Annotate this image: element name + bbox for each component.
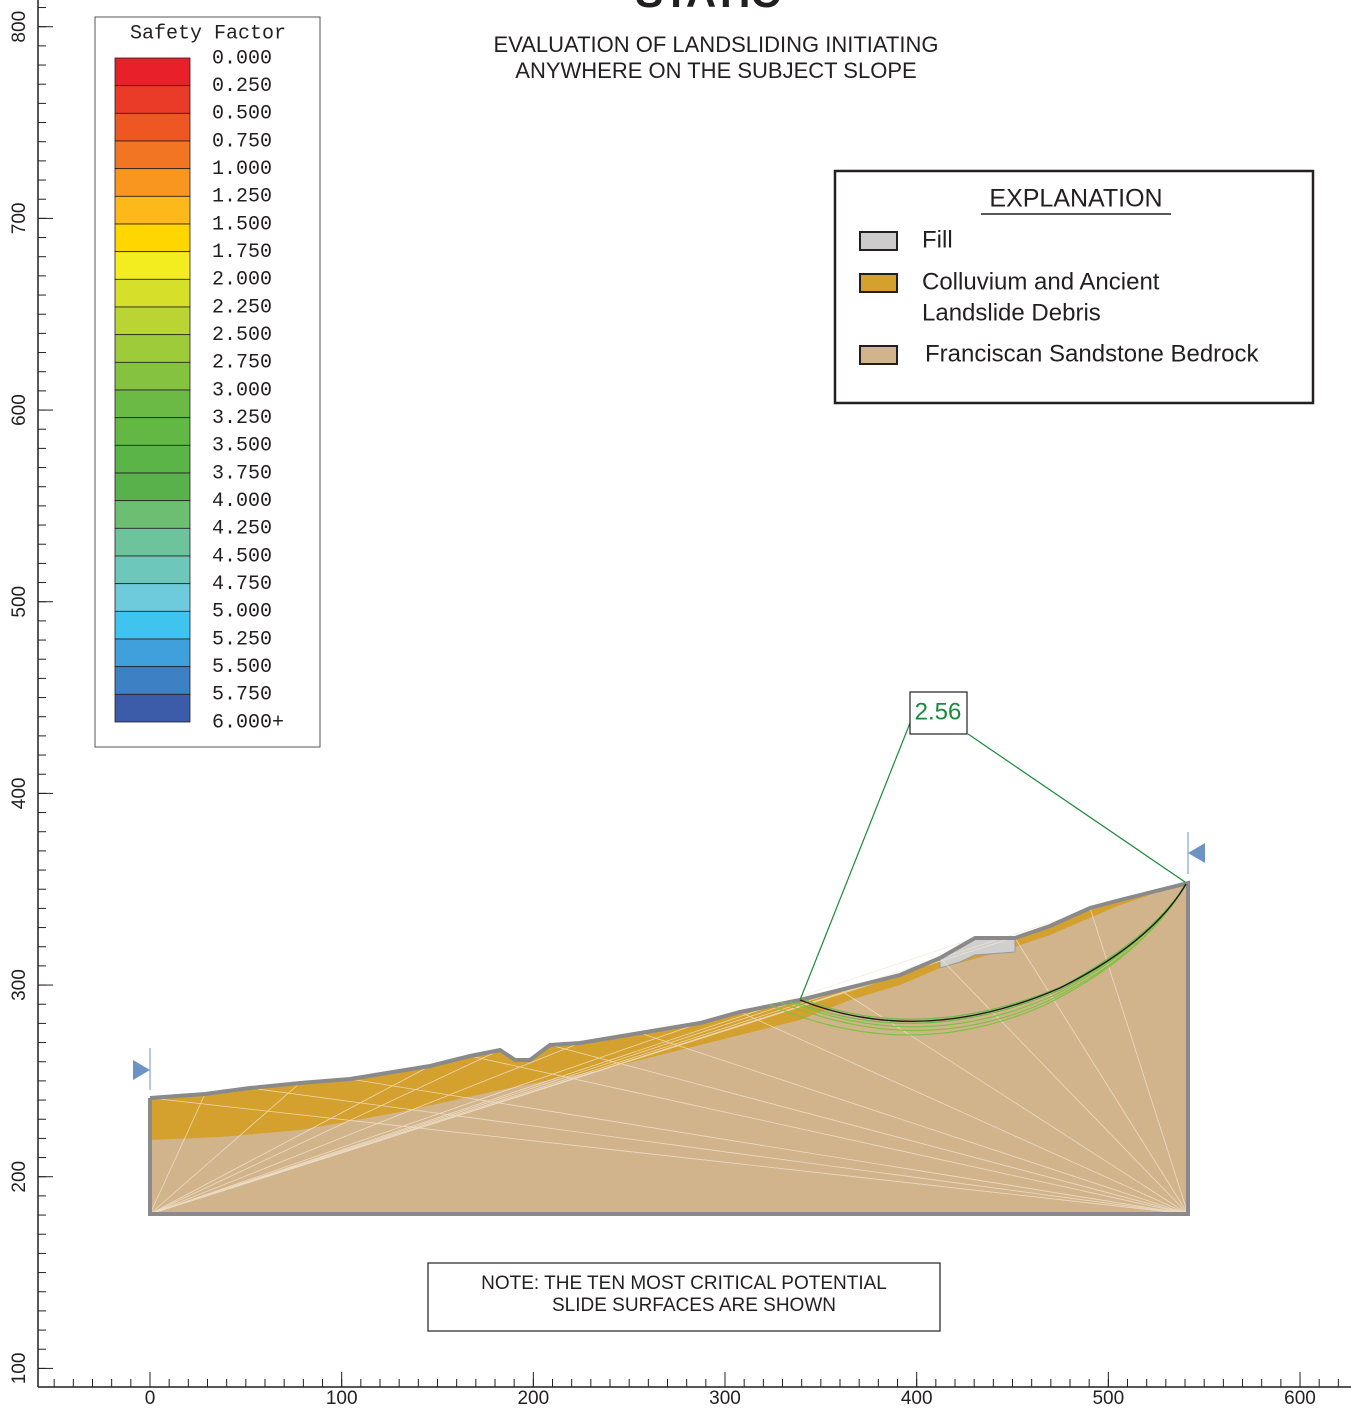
y-tick-label: 100: [9, 1353, 30, 1385]
legend-label: 3.250: [212, 407, 272, 430]
legend-swatch: [115, 141, 190, 169]
x-tick-label: 100: [326, 1388, 358, 1409]
legend-label: 2.750: [212, 352, 272, 375]
legend-swatch: [115, 307, 190, 335]
legend-label: 4.250: [212, 518, 272, 541]
legend-label: 4.750: [212, 573, 272, 596]
legend-swatch: [115, 639, 190, 667]
page: {"header": {"title": "STATIC", "subtitle…: [0, 0, 1351, 1410]
explanation-swatch: [860, 274, 897, 292]
legend-label: 5.000: [212, 601, 272, 624]
subtitle: EVALUATION OF LANDSLIDING INITIATING: [494, 32, 939, 57]
legend-swatch: [115, 501, 190, 529]
legend-title: Safety Factor: [130, 22, 286, 45]
legend-swatch: [115, 279, 190, 307]
legend-label: 0.000: [212, 47, 272, 70]
legend-swatch: [115, 113, 190, 141]
legend-label: 3.750: [212, 462, 272, 485]
legend-swatch: [115, 169, 190, 197]
explanation-label: Colluvium and Ancient: [922, 268, 1160, 295]
legend-swatch: [115, 252, 190, 280]
legend-swatch: [115, 58, 190, 86]
y-tick-label: 200: [9, 1161, 30, 1193]
legend-label: 1.250: [212, 186, 272, 209]
legend-swatch: [115, 611, 190, 639]
y-tick-label: 300: [9, 969, 30, 1001]
fs-label: 2.56: [915, 698, 962, 725]
y-tick-label: 500: [9, 586, 30, 618]
leader-line: [968, 734, 1185, 882]
x-tick-label: 0: [145, 1388, 156, 1409]
legend-label: 1.000: [212, 158, 272, 181]
legend-label: 1.500: [212, 213, 272, 236]
legend-swatch: [115, 335, 190, 363]
legend-label: 2.250: [212, 296, 272, 319]
legend-swatch: [115, 196, 190, 224]
legend-label: 0.500: [212, 103, 272, 126]
legend-label: 0.250: [212, 75, 272, 98]
subtitle: ANYWHERE ON THE SUBJECT SLOPE: [515, 58, 916, 83]
legend-swatch: [115, 390, 190, 418]
y-tick-label: 700: [9, 203, 30, 235]
legend-label: 3.000: [212, 379, 272, 402]
legend-label: 3.500: [212, 435, 272, 458]
safety-legend: Safety Factor 0.000 0.250 0.500 0.750 1.000 1…: [95, 17, 320, 747]
x-tick-label: 600: [1284, 1388, 1316, 1409]
x-tick-label: 500: [1092, 1388, 1124, 1409]
legend-swatch: [115, 224, 190, 252]
legend-swatch: [115, 667, 190, 695]
legend-swatch: [115, 694, 190, 722]
slope-model: [150, 883, 1188, 1214]
legend-swatch: [115, 362, 190, 390]
note: SLIDE SURFACES ARE SHOWN: [552, 1295, 836, 1316]
legend-label: 5.500: [212, 656, 272, 679]
legend-swatch: [115, 556, 190, 584]
legend-label: 0.750: [212, 130, 272, 153]
legend-swatch: [115, 473, 190, 501]
figure: STATIC EVALUATION OF LANDSLIDING INITIAT…: [0, 0, 1351, 1410]
explanation: EXPLANATION Fill Colluvium and Ancient Lan…: [835, 171, 1313, 403]
legend-label: 1.750: [212, 241, 272, 264]
legend-label: 6.000+: [212, 711, 284, 734]
legend-label: 5.750: [212, 684, 272, 707]
explanation-swatch: [860, 232, 897, 250]
limit-marker: [133, 1060, 150, 1080]
explanation-title: EXPLANATION: [989, 185, 1162, 213]
legend-label: 2.500: [212, 324, 272, 347]
legend-swatch: [115, 86, 190, 114]
legend-label: 4.000: [212, 490, 272, 513]
legend-label: 5.250: [212, 628, 272, 651]
y-tick-label: 800: [9, 11, 30, 43]
legend-swatch: [115, 584, 190, 612]
y-tick-label: 600: [9, 394, 30, 426]
x-tick-label: 300: [709, 1388, 741, 1409]
y-tick-label: 400: [9, 778, 30, 810]
title: STATIC: [635, 0, 780, 16]
limit-marker: [1188, 843, 1205, 863]
explanation-label: Franciscan Sandstone Bedrock: [925, 340, 1260, 367]
note: NOTE: THE TEN MOST CRITICAL POTENTIAL: [481, 1273, 887, 1294]
explanation-label: Fill: [922, 226, 953, 253]
explanation-label: Landslide Debris: [922, 299, 1101, 326]
legend-swatch: [115, 528, 190, 556]
explanation-swatch: [860, 346, 897, 364]
legend-swatch: [115, 445, 190, 473]
x-tick-label: 200: [517, 1388, 549, 1409]
legend-label: 4.500: [212, 545, 272, 568]
leader-line: [800, 718, 912, 1000]
legend-label: 2.000: [212, 269, 272, 292]
legend-swatch: [115, 418, 190, 446]
x-tick-label: 400: [901, 1388, 933, 1409]
